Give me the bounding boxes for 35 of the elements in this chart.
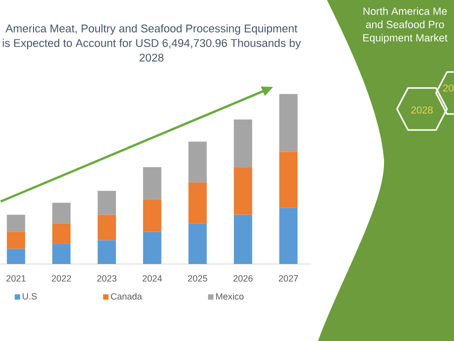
bar xyxy=(234,120,252,168)
bar xyxy=(279,94,298,152)
chart-title: America Meat, Poultry and Seafood Processing Equipment is Expected to Account for USD 6,494,730.96 Thousands by 2028 xyxy=(2,24,301,62)
bar xyxy=(234,214,252,264)
x-tick-label: 2023 xyxy=(97,275,116,282)
bar xyxy=(279,208,298,264)
text: 20 xyxy=(443,84,454,92)
bar xyxy=(234,167,252,215)
bar xyxy=(143,232,162,264)
bar xyxy=(6,248,26,264)
x-tick-label: 2022 xyxy=(52,275,71,282)
x-tick-label: 2026 xyxy=(233,275,253,282)
x-tick-label: 2027 xyxy=(278,275,298,282)
bar xyxy=(143,199,162,232)
bar xyxy=(188,223,207,264)
bar xyxy=(188,142,207,182)
bar xyxy=(279,152,298,208)
bar xyxy=(52,202,71,224)
bar xyxy=(188,182,207,224)
bar xyxy=(52,244,71,264)
x-tick-label: 2025 xyxy=(188,275,208,282)
bar xyxy=(98,240,116,264)
text: North America Me and Seafood Pro Equipment Market xyxy=(363,7,448,44)
bar xyxy=(6,232,26,249)
bar xyxy=(52,223,71,244)
bar xyxy=(143,167,162,200)
bar xyxy=(98,214,116,240)
legend-label: Mexico xyxy=(216,292,244,300)
bar xyxy=(98,190,116,215)
bar xyxy=(6,214,26,232)
x-tick-label: 2021 xyxy=(6,275,26,282)
legend-label: Canada xyxy=(110,292,142,300)
legend-label: U.S xyxy=(22,293,37,300)
text: 2028 xyxy=(411,106,433,114)
x-tick-label: 2024 xyxy=(142,275,162,282)
